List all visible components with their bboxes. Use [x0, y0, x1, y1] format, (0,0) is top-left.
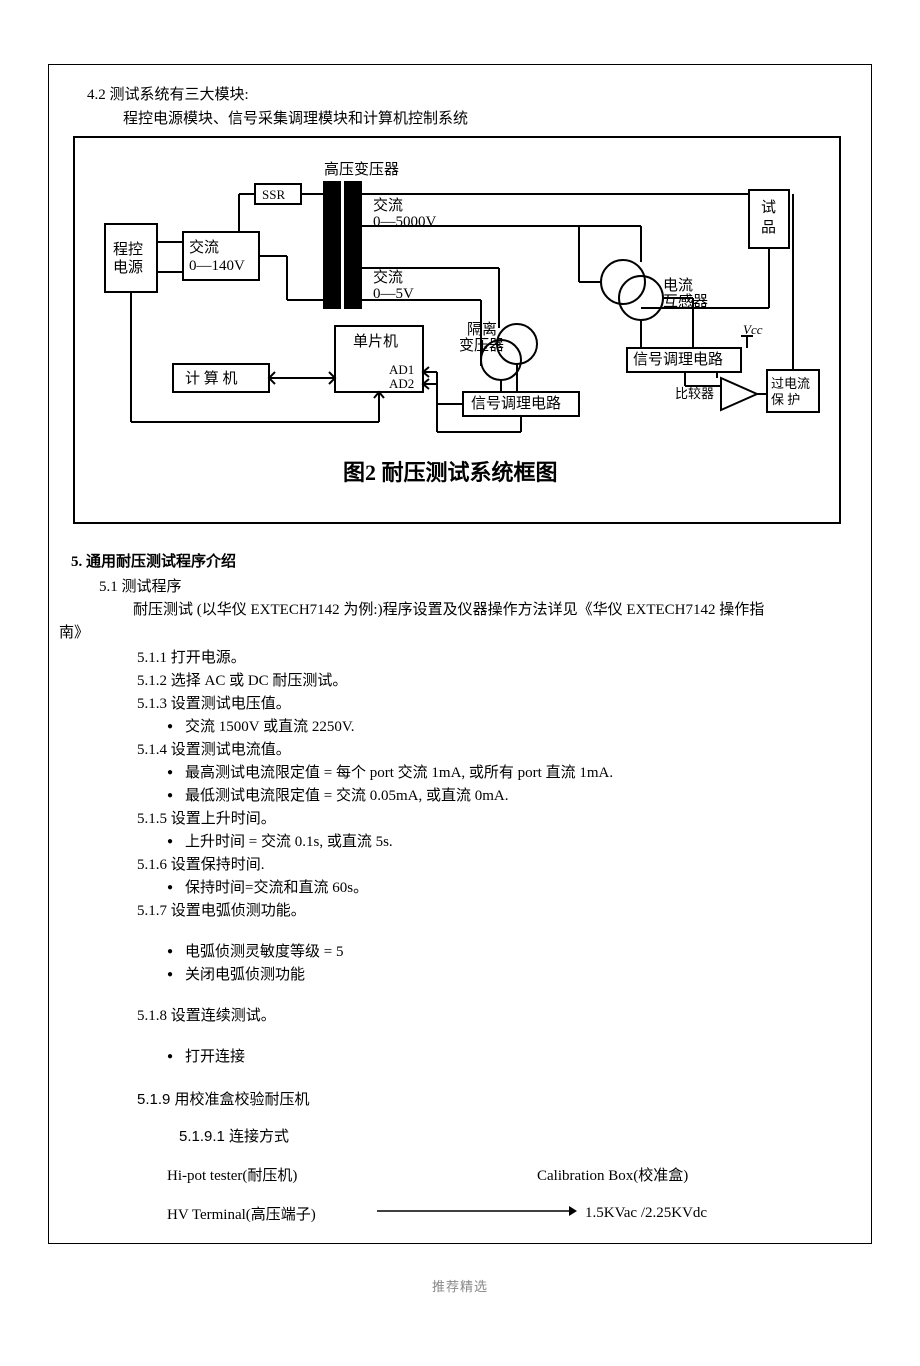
step-519: 5.1.9 用校准盒校验耐压机	[59, 1088, 861, 1109]
page-border: 4.2 测试系统有三大模块: 程控电源模块、信号采集调理模块和计算机控制系统	[48, 64, 872, 1244]
label-ad2: AD2	[389, 376, 414, 391]
label-vcc: Vcc	[743, 322, 763, 337]
label-sig1: 信号调理电路	[471, 395, 561, 412]
label-mcu: 单片机	[353, 333, 398, 350]
label-ac5000-2: 0—5000V	[373, 214, 437, 230]
connection-hv-row: HV Terminal(高压端子) 1.5KVac /2.25KVdc	[59, 1203, 861, 1224]
step-5191: 5.1.9.1 连接方式	[59, 1125, 861, 1146]
step-517: 5.1.7 设置电弧侦测功能。	[59, 899, 861, 920]
label-isoxfmr-1: 隔离	[467, 321, 497, 338]
label-ssr: SSR	[262, 187, 285, 202]
step-513: 5.1.3 设置测试电压值。	[59, 692, 861, 713]
label-ac5000-1: 交流	[373, 196, 403, 214]
page-footer: 推荐精选	[0, 1276, 920, 1295]
conn-calibration-box: Calibration Box(校准盒)	[537, 1164, 688, 1185]
s51-intro-line2: 南》	[59, 621, 861, 642]
conn-voltage-spec: 1.5KVac /2.25KVdc	[577, 1205, 707, 1222]
s42-title: 4.2 测试系统有三大模块:	[87, 83, 861, 104]
label-ac5-1: 交流	[373, 268, 403, 286]
label-comparator: 比较器	[675, 386, 714, 401]
label-dut-2: 品	[761, 219, 776, 236]
s51-title: 5.1 测试程序	[59, 575, 861, 596]
label-dut-1: 试	[761, 199, 776, 216]
step-512: 5.1.2 选择 AC 或 DC 耐压测试。	[59, 669, 861, 690]
label-ac140-1: 交流	[189, 238, 219, 256]
step-515-bullet: 上升时间 = 交流 0.1s, 或直流 5s.	[59, 830, 861, 851]
label-power-src-1: 程控	[113, 241, 143, 258]
s51-intro-line1: 耐压测试 (以华仪 EXTECH7142 为例:)程序设置及仪器操作方法详见《华…	[59, 598, 861, 619]
system-diagram-frame: 程控 电源 交流 0—140V SSR 高压变压器 交流 0—5000V 交流 …	[73, 136, 841, 524]
diagram-title: 图2 耐压测试系统框图	[343, 460, 558, 485]
step-518-bullet: 打开连接	[59, 1045, 861, 1066]
label-ad1: AD1	[389, 362, 414, 377]
label-ct-1: 电流	[663, 277, 693, 294]
step-514: 5.1.4 设置测试电流值。	[59, 738, 861, 759]
step-517-bullet2: 关闭电弧侦测功能	[59, 963, 861, 984]
label-ac5-2: 0—5V	[373, 286, 414, 302]
label-ct-2: 互感器	[663, 293, 708, 310]
s5-title: 5. 通用耐压测试程序介绍	[59, 550, 861, 571]
conn-hipot-tester: Hi-pot tester(耐压机)	[167, 1164, 537, 1185]
section-4-2: 4.2 测试系统有三大模块: 程控电源模块、信号采集调理模块和计算机控制系统	[59, 83, 861, 128]
step-511: 5.1.1 打开电源。	[59, 646, 861, 667]
step-517-bullet1: 电弧侦测灵敏度等级 = 5	[59, 940, 861, 961]
connection-header-row: Hi-pot tester(耐压机) Calibration Box(校准盒)	[59, 1164, 861, 1185]
label-ac140-2: 0—140V	[189, 258, 245, 274]
label-ovc-2: 保 护	[771, 392, 800, 407]
step-516-bullet: 保持时间=交流和直流 60s。	[59, 876, 861, 897]
label-xfmr-title: 高压变压器	[324, 161, 399, 178]
step-514-bullet2: 最低测试电流限定值 = 交流 0.05mA, 或直流 0mA.	[59, 784, 861, 805]
label-isoxfmr-2: 变压器	[459, 337, 504, 354]
label-ovc-1: 过电流	[771, 376, 810, 391]
label-power-src-2: 电源	[113, 259, 143, 276]
step-516: 5.1.6 设置保持时间.	[59, 853, 861, 874]
section-5: 5. 通用耐压测试程序介绍 5.1 测试程序 耐压测试 (以华仪 EXTECH7…	[59, 550, 861, 1224]
label-sig2: 信号调理电路	[633, 351, 723, 368]
step-514-bullet1: 最高测试电流限定值 = 每个 port 交流 1mA, 或所有 port 直流 …	[59, 761, 861, 782]
system-block-diagram: 程控 电源 交流 0—140V SSR 高压变压器 交流 0—5000V 交流 …	[81, 144, 833, 516]
label-computer: 计 算 机	[185, 369, 238, 387]
arrow-icon	[377, 1203, 577, 1224]
s42-subtitle: 程控电源模块、信号采集调理模块和计算机控制系统	[87, 107, 861, 128]
page-content: 4.2 测试系统有三大模块: 程控电源模块、信号采集调理模块和计算机控制系统	[59, 65, 861, 1224]
step-513-bullet: 交流 1500V 或直流 2250V.	[59, 715, 861, 736]
conn-hv-terminal: HV Terminal(高压端子)	[167, 1203, 377, 1224]
step-518: 5.1.8 设置连续测试。	[59, 1004, 861, 1025]
step-515: 5.1.5 设置上升时间。	[59, 807, 861, 828]
